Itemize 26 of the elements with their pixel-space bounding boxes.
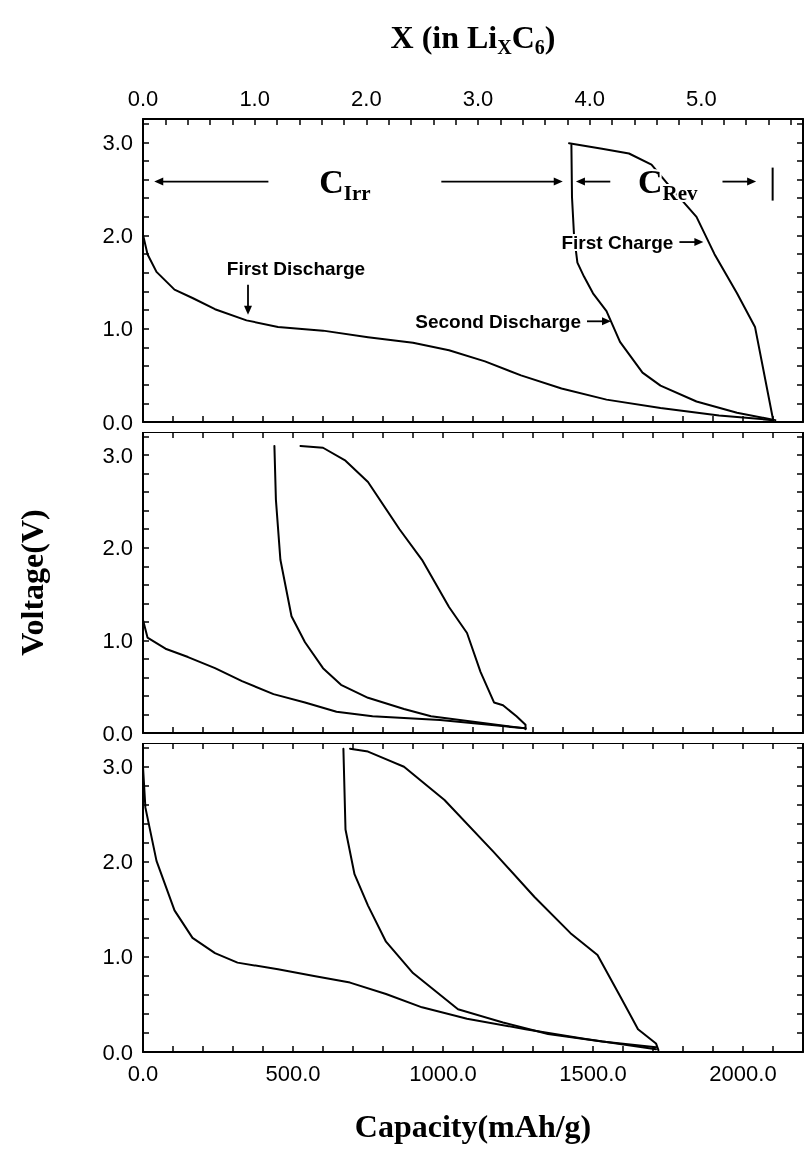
x-axis-title: Capacity(mAh/g) — [354, 1108, 592, 1144]
x-tick-label: 1000.0 — [409, 1060, 477, 1086]
y-tick-label: 3.0 — [102, 129, 133, 155]
x2-tick-label: 4.0 — [574, 85, 605, 111]
y-tick-label: 3.0 — [102, 754, 133, 780]
y-tick-label: 2.0 — [102, 223, 133, 249]
y-tick-label: 3.0 — [102, 442, 133, 468]
annotation: C$_{Irr}$ — [319, 162, 371, 205]
y-tick-label: 2.0 — [102, 849, 133, 875]
y-axis-title: Voltage(V) — [14, 509, 50, 656]
x2-tick-label: 2.0 — [351, 85, 382, 111]
x2-tick-label: 3.0 — [462, 85, 494, 111]
y-tick-label: 1.0 — [102, 944, 133, 970]
y-tick-label: 0.0 — [102, 720, 133, 746]
annotation: Second Discharge — [415, 311, 581, 333]
x-tick-label: 2000.0 — [709, 1060, 777, 1086]
x-tick-label: 500.0 — [265, 1060, 321, 1086]
x-tick-label: 1500.0 — [559, 1060, 627, 1086]
y-tick-label: 1.0 — [102, 316, 133, 342]
y-tick-label: 2.0 — [102, 535, 133, 561]
annotation: First Discharge — [226, 257, 366, 279]
x2-tick-label: 1.0 — [239, 85, 270, 111]
x2-tick-label: 0.0 — [127, 85, 159, 111]
y-tick-label: 1.0 — [102, 627, 133, 653]
y-tick-label: 0.0 — [102, 409, 133, 435]
x2-tick-label: 5.0 — [686, 85, 717, 111]
